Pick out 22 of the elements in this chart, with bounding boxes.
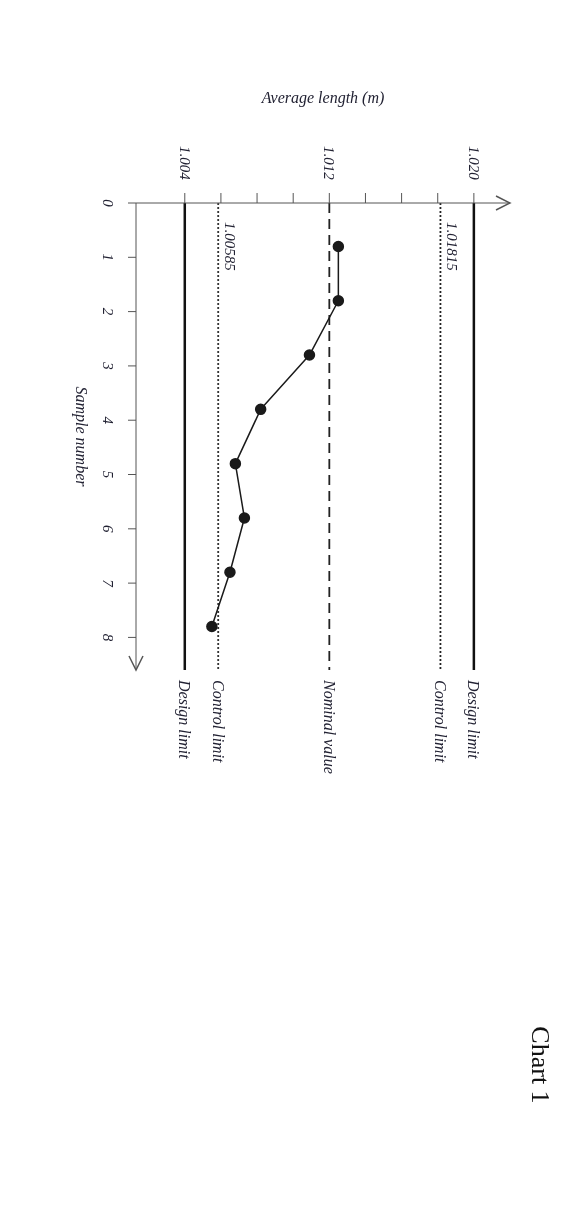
x-tick-label: 1.020: [465, 146, 482, 181]
ref-line-label: Design limit: [464, 679, 483, 760]
text: Chart 1: [525, 1026, 555, 1104]
ref-line-label: Design limit: [175, 679, 194, 760]
y-tick-label: 0: [100, 199, 116, 208]
ref-line-label: Control limit: [431, 680, 449, 764]
x-tick-label: 1.004: [176, 146, 193, 181]
x-axis-title: Average length (m): [260, 89, 385, 108]
y-tick-label: 4: [100, 416, 116, 425]
y-axis-title: Sample number: [72, 386, 91, 488]
y-tick-label: 7: [100, 579, 116, 589]
y-tick-label: 5: [100, 470, 116, 479]
y-tick-label: 2: [100, 307, 116, 316]
annotation: 1.00585: [222, 222, 239, 272]
y-tick-label: 3: [100, 361, 116, 370]
y-tick-label: 6: [100, 525, 116, 534]
ref-line-label: Control limit: [209, 680, 227, 764]
x-tick-label: 1.012: [321, 146, 338, 181]
annotation: 1.01815: [444, 222, 461, 272]
y-tick-label: 8: [100, 633, 116, 642]
y-tick-label: 1: [100, 253, 116, 262]
ref-line-label: Nominal value: [320, 679, 338, 774]
